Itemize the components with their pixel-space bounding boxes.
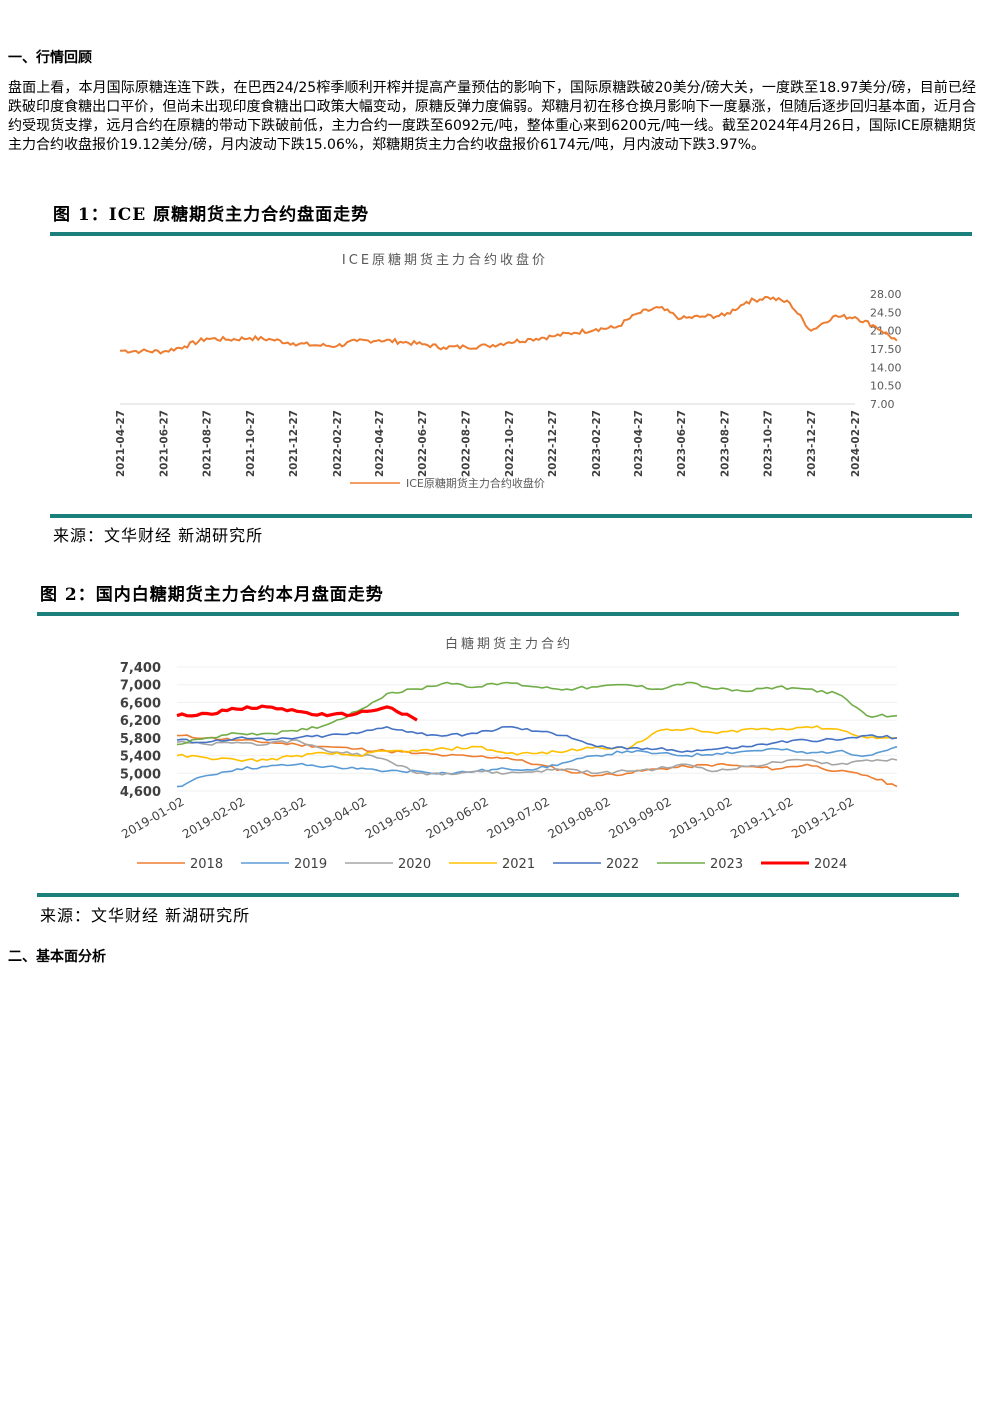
- chart-2-x-tick-label: 2019-01-02: [119, 794, 186, 841]
- chart-1-x-tick-label: 2023-10-27: [763, 410, 775, 477]
- chart-1-x-tick-label: 2022-12-27: [547, 410, 559, 477]
- chart-2-y-tick-label: 5,000: [120, 767, 161, 782]
- chart-2-x-tick-label: 2019-06-02: [424, 794, 491, 841]
- section-heading-2: 二、基本面分析: [8, 949, 106, 965]
- chart-2-y-tick-label: 5,400: [120, 750, 161, 765]
- chart-2-series-line-2024: [176, 704, 418, 722]
- chart-2-x-tick-label: 2019-02-02: [180, 794, 247, 841]
- figure-1-chart: ICE原糖期货主力合约收盘价 28.0024.5021.0017.5014.00…: [115, 252, 902, 490]
- chart-1-x-tick-label: 2021-10-27: [245, 410, 257, 477]
- chart-2-x-tick-label: 2019-04-02: [302, 794, 369, 841]
- chart-2-y-tick-label: 7,400: [120, 661, 161, 676]
- figure-2-chart: 白糖期货主力合约 7,400 7,000 6,600 6,200 5,800 5,400 5…: [119, 636, 898, 872]
- chart-2-x-tick-label: 2019-11-02: [728, 794, 795, 841]
- chart-1-x-tick-label: 2021-12-27: [288, 410, 300, 477]
- chart-1-title: ICE原糖期货主力合约收盘价: [342, 252, 548, 268]
- chart-1-y-tick-label: 14.00: [870, 361, 902, 374]
- chart-1-x-tick-label: 2021-08-27: [202, 410, 214, 477]
- chart-2-x-tick-label: 2019-05-02: [363, 794, 430, 841]
- chart-2-legend-label: 2020: [398, 857, 431, 872]
- chart-2-y-tick-label: 6,200: [120, 714, 161, 729]
- chart-1-x-tick-label: 2023-08-27: [719, 410, 731, 477]
- chart-1-y-tick-label: 7.00: [870, 398, 895, 411]
- chart-1-x-tick-label: 2024-02-27: [850, 410, 862, 477]
- chart-2-series-line-2023: [176, 681, 898, 746]
- chart-1-series-line: [119, 295, 898, 355]
- chart-1-x-tick-label: 2021-04-27: [115, 410, 127, 477]
- chart-1-x-tick-label: 2023-02-27: [591, 410, 603, 477]
- chart-1-legend-label: ICE原糖期货主力合约收盘价: [406, 476, 545, 490]
- chart-1-y-tick-label: 17.50: [870, 343, 902, 356]
- figure-1-bottom-rule: [50, 514, 972, 518]
- chart-1-x-tick-label: 2023-12-27: [806, 410, 818, 477]
- chart-2-legend-label: 2022: [606, 857, 639, 872]
- chart-2-series-line-2019: [176, 745, 898, 788]
- chart-2-x-tick-label: 2019-03-02: [241, 794, 308, 841]
- chart-1-y-tick-label: 28.00: [870, 288, 902, 301]
- chart-1-x-tick-label: 2023-06-27: [676, 410, 688, 477]
- chart-2-legend-label: 2024: [814, 857, 847, 872]
- chart-1-x-tick-label: 2022-06-27: [417, 410, 429, 477]
- chart-2-legend-label: 2018: [190, 857, 223, 872]
- chart-2-x-tick-label: 2019-09-02: [606, 794, 673, 841]
- figure-1-caption: 图 1：ICE 原糖期货主力合约盘面走势: [53, 205, 370, 225]
- chart-2-y-tick-label: 4,600: [120, 785, 161, 800]
- chart-1-x-tick-label: 2022-04-27: [374, 410, 386, 477]
- chart-2-x-tick-label: 2019-10-02: [667, 794, 734, 841]
- chart-2-legend-label: 2023: [710, 857, 743, 872]
- chart-2-x-tick-label: 2019-12-02: [789, 794, 856, 841]
- chart-1-y-tick-label: 24.50: [870, 306, 902, 319]
- chart-2-y-tick-label: 5,800: [120, 732, 161, 747]
- chart-1-y-tick-label: 10.50: [870, 380, 902, 393]
- chart-2-series-line-2018: [176, 734, 898, 788]
- chart-2-x-tick-label: 2019-07-02: [485, 794, 552, 841]
- chart-1-x-tick-label: 2022-08-27: [461, 410, 473, 477]
- figure-2-caption: 图 2：国内白糖期货主力合约本月盘面走势: [40, 585, 384, 605]
- figure-2-source: 来源：文华财经 新湖研究所: [40, 906, 251, 925]
- chart-2-series-line-2022: [176, 725, 898, 753]
- market-review-paragraph: 盘面上看，本月国际原糖连连下跌，在巴西24/25榨季顺利开榨并提高产量预估的影响…: [8, 80, 976, 153]
- chart-2-x-tick-label: 2019-08-02: [545, 794, 612, 841]
- chart-2-series-line-2021: [176, 725, 897, 763]
- chart-2-y-tick-label: 6,600: [120, 696, 161, 711]
- figure-1-top-rule: [50, 232, 972, 236]
- chart-2-legend-label: 2019: [294, 857, 327, 872]
- chart-2-title: 白糖期货主力合约: [445, 636, 573, 652]
- chart-1-x-tick-label: 2022-10-27: [504, 410, 516, 477]
- figure-1-source: 来源：文华财经 新湖研究所: [53, 526, 264, 545]
- chart-1-x-tick-label: 2021-06-27: [158, 410, 170, 477]
- chart-2-y-tick-label: 7,000: [120, 679, 161, 694]
- chart-2-legend-label: 2021: [502, 857, 535, 872]
- figure-2-bottom-rule: [37, 893, 959, 897]
- section-heading-1: 一、行情回顾: [8, 50, 92, 66]
- chart-2-series-line-2020: [176, 739, 898, 776]
- chart-1-x-tick-label: 2023-04-27: [633, 410, 645, 477]
- chart-1-x-tick-label: 2022-02-27: [332, 410, 344, 477]
- figure-2-top-rule: [37, 612, 959, 616]
